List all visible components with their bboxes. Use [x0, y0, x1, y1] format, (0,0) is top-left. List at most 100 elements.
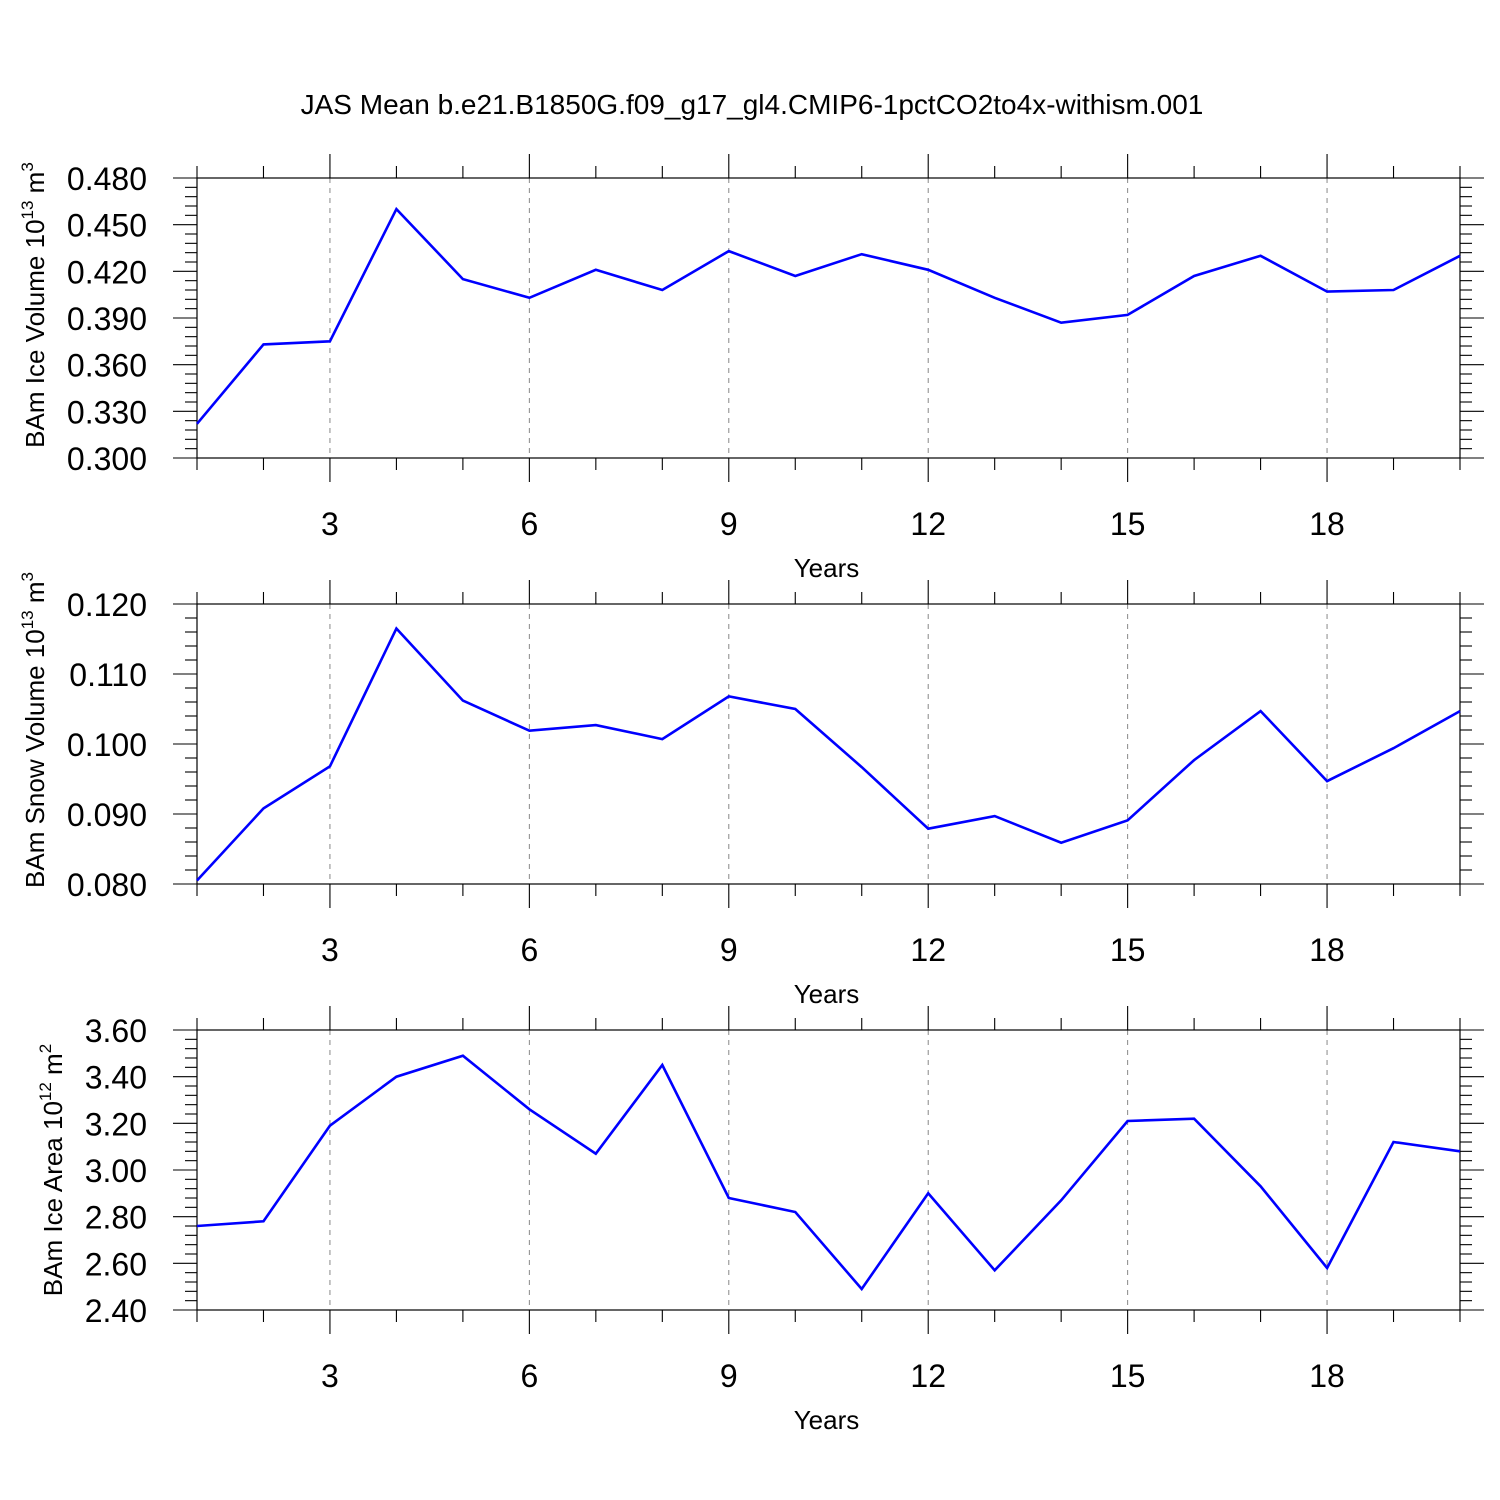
y-tick-label: 3.60 [85, 1013, 147, 1049]
data-point [926, 1191, 930, 1195]
data-point [1392, 746, 1396, 750]
data-point [195, 879, 199, 883]
data-point [1126, 1119, 1130, 1123]
data-point [527, 729, 531, 733]
data-point [860, 1287, 864, 1291]
data-point [461, 699, 465, 703]
x-axis-label: Years [794, 1405, 860, 1435]
chart-title: JAS Mean b.e21.B1850G.f09_g17_gl4.CMIP6-… [301, 89, 1204, 120]
y-axis-label-main: BAm Ice Area 10 [38, 1101, 68, 1296]
y-tick-label: 0.080 [67, 867, 147, 903]
data-point [1458, 709, 1462, 713]
data-point [195, 422, 199, 426]
data-point [527, 1107, 531, 1111]
plot-frame [196, 177, 1461, 459]
data-point [394, 1075, 398, 1079]
y-axis-label-sup1: 12 [36, 1082, 55, 1101]
series-line-ice-area [196, 1054, 1461, 1292]
series-line-snow-volume [196, 626, 1461, 882]
panel-snow-volume: 0.080 0.090 0.100 0.110 0.120 3 6 9 12 15 18 Years B… [18, 572, 1484, 1009]
data-point [860, 252, 864, 256]
x-axis-label: Years [794, 553, 860, 583]
y-axis-label-sup2: 3 [18, 162, 37, 171]
data-point [1059, 321, 1063, 325]
panels: 0.300 0.330 0.360 0.390 0.420 0.450 0.480 3 6 9 12… [18, 154, 1484, 1435]
data-point [594, 723, 598, 727]
data-point [993, 1268, 997, 1272]
data-point [261, 1219, 265, 1223]
x-tick-label: 6 [520, 506, 538, 542]
data-point [1458, 1149, 1462, 1153]
y-axis-label-unit: m [20, 172, 50, 201]
y-axis-label: BAm Ice Area 1012 m2 [36, 1044, 68, 1296]
data-point [328, 1124, 332, 1128]
y-tick-label: 3.00 [85, 1153, 147, 1189]
x-tick-label: 15 [1110, 1358, 1146, 1394]
y-axis-label-main: BAm Ice Volume 10 [20, 219, 50, 447]
y-axis-label: BAm Ice Volume 1013 m3 [18, 162, 50, 448]
data-point [1126, 313, 1130, 317]
y-tick-label: 0.120 [67, 587, 147, 623]
data-point [926, 827, 930, 831]
x-tick-label: 6 [520, 1358, 538, 1394]
data-point [1259, 1184, 1263, 1188]
data-point [1458, 254, 1462, 258]
data-point [660, 737, 664, 741]
data-point [793, 1210, 797, 1214]
x-tick-label: 9 [720, 932, 738, 968]
y-axis-label-unit: m [38, 1053, 68, 1082]
y-tick-label: 2.40 [85, 1293, 147, 1329]
data-point [1059, 1198, 1063, 1202]
y-tick-label: 0.300 [67, 441, 147, 477]
y-tick-label: 0.090 [67, 797, 147, 833]
data-point [1392, 1140, 1396, 1144]
y-tick-label: 2.80 [85, 1200, 147, 1236]
y-axis-label-main: BAm Snow Volume 10 [20, 629, 50, 888]
x-tick-label: 15 [1110, 932, 1146, 968]
x-tick-label: 12 [910, 506, 946, 542]
x-tick-label: 9 [720, 1358, 738, 1394]
series-line-ice-volume [196, 206, 1461, 425]
data-point [727, 1196, 731, 1200]
data-point [727, 249, 731, 253]
data-point [394, 207, 398, 211]
x-tick-label: 9 [720, 506, 738, 542]
y-tick-label: 0.420 [67, 254, 147, 290]
data-point [1259, 709, 1263, 713]
data-point [660, 1063, 664, 1067]
data-point [328, 339, 332, 343]
data-point [261, 342, 265, 346]
data-point [1126, 818, 1130, 822]
data-point [793, 707, 797, 711]
plot-frame [196, 1029, 1461, 1311]
x-tick-label: 3 [321, 1358, 339, 1394]
x-tick-label: 18 [1309, 506, 1345, 542]
data-point [1392, 288, 1396, 292]
data-point [993, 296, 997, 300]
data-point [926, 268, 930, 272]
data-point [461, 1054, 465, 1058]
y-axis-label-sup2: 2 [36, 1044, 55, 1053]
x-tick-label: 12 [910, 932, 946, 968]
x-tick-label: 18 [1309, 932, 1345, 968]
y-tick-label: 0.360 [67, 348, 147, 384]
plot-frame [196, 603, 1461, 885]
y-axis-label-unit: m [20, 581, 50, 610]
data-point [860, 765, 864, 769]
y-tick-label: 3.40 [85, 1060, 147, 1096]
y-tick-label: 2.60 [85, 1246, 147, 1282]
data-point [594, 1152, 598, 1156]
data-point [461, 277, 465, 281]
x-tick-label: 3 [321, 932, 339, 968]
x-tick-label: 3 [321, 506, 339, 542]
data-point [1325, 779, 1329, 783]
x-tick-label: 18 [1309, 1358, 1345, 1394]
data-point [660, 288, 664, 292]
data-point [594, 268, 598, 272]
data-point [328, 764, 332, 768]
data-point [1059, 841, 1063, 845]
data-point [993, 814, 997, 818]
data-point [195, 1224, 199, 1228]
panel-ice-area: 2.40 2.60 2.80 3.00 3.20 3.40 3.60 3 6 9 12 15 18 Yea… [36, 1006, 1484, 1435]
data-point [261, 806, 265, 810]
